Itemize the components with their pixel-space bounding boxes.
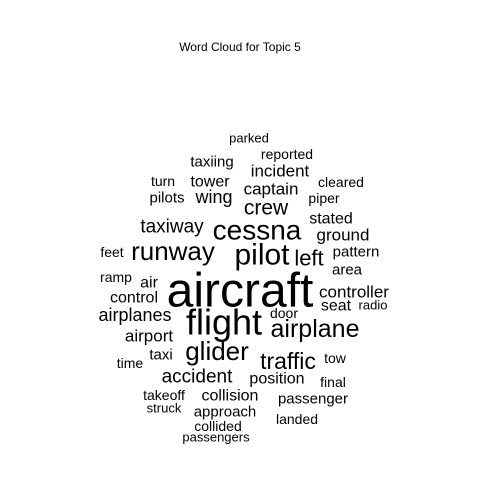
chart-title: Word Cloud for Topic 5 xyxy=(179,40,301,54)
word-approach: approach xyxy=(194,404,257,421)
word-taxiing: taxiing xyxy=(190,154,233,171)
word-tower: tower xyxy=(190,174,230,191)
word-time: time xyxy=(117,355,144,371)
word-landed: landed xyxy=(276,411,318,427)
word-cessna: cessna xyxy=(213,215,302,246)
word-accident: accident xyxy=(162,367,233,388)
word-passengers: passengers xyxy=(182,430,250,445)
word-airplane: airplane xyxy=(271,315,360,343)
word-radio: radio xyxy=(359,298,388,313)
word-door: door xyxy=(270,305,298,321)
word-left: left xyxy=(294,246,323,271)
word-struck: struck xyxy=(147,401,182,416)
word-passenger: passenger xyxy=(278,391,348,408)
word-collided: collided xyxy=(194,418,241,434)
word-position: position xyxy=(249,371,304,388)
word-reported: reported xyxy=(261,146,313,162)
word-cleared: cleared xyxy=(318,174,364,190)
word-runway: runway xyxy=(131,236,215,266)
word-incident: incident xyxy=(251,162,310,181)
word-tow: tow xyxy=(324,350,347,366)
word-collision: collision xyxy=(202,388,259,405)
word-seat: seat xyxy=(321,298,352,315)
word-airport: airport xyxy=(125,327,173,346)
word-taxiway: taxiway xyxy=(140,217,204,238)
word-pilots: pilots xyxy=(149,190,184,207)
word-feet: feet xyxy=(100,244,123,260)
word-turn: turn xyxy=(151,173,175,189)
word-taxi: taxi xyxy=(149,347,172,364)
word-takeoff: takeoff xyxy=(143,387,185,403)
word-glider: glider xyxy=(185,336,249,366)
word-flight: flight xyxy=(186,302,262,343)
word-piper: piper xyxy=(308,190,339,206)
word-airplanes: airplanes xyxy=(98,305,171,325)
word-captain: captain xyxy=(244,180,299,199)
word-air: air xyxy=(140,275,158,292)
word-wing: wing xyxy=(194,187,232,207)
word-traffic: traffic xyxy=(260,348,316,374)
word-control: control xyxy=(110,290,158,307)
word-parked: parked xyxy=(229,131,269,146)
word-ramp: ramp xyxy=(100,269,132,285)
word-aircraft: aircraft xyxy=(167,265,314,318)
word-area: area xyxy=(332,262,363,279)
word-pilot: pilot xyxy=(234,239,290,272)
word-pattern: pattern xyxy=(333,244,380,261)
word-stated: stated xyxy=(309,211,353,228)
word-final: final xyxy=(320,374,346,390)
word-crew: crew xyxy=(244,197,289,220)
word-controller: controller xyxy=(319,283,389,302)
word-ground: ground xyxy=(317,226,370,245)
